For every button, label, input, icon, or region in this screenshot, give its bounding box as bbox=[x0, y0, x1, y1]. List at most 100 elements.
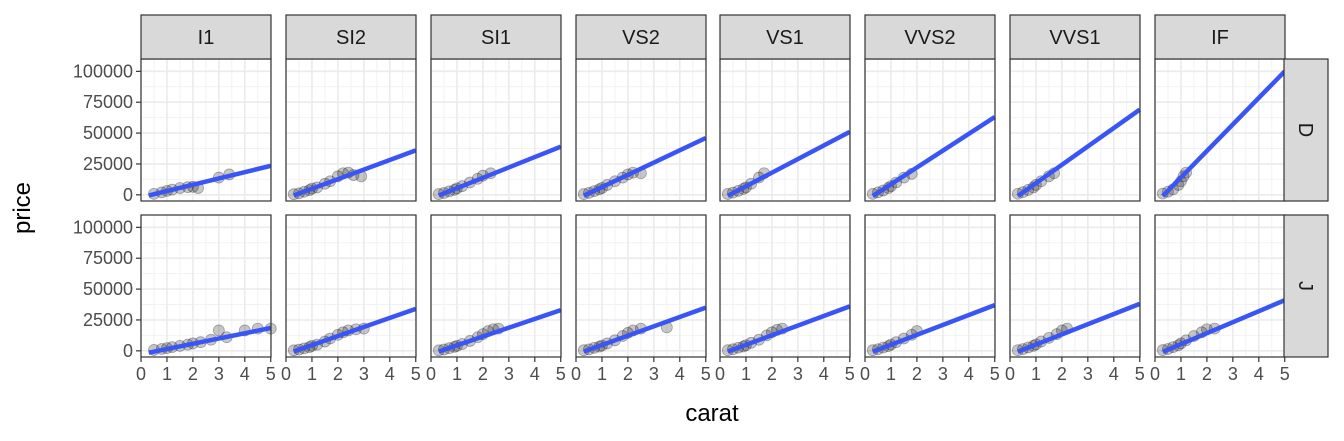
strip-top-if: IF bbox=[1154, 14, 1286, 60]
strip-background bbox=[1283, 214, 1329, 358]
x-tick-label: 5 bbox=[1280, 364, 1290, 384]
x-tick-label: 1 bbox=[741, 364, 751, 384]
x-tick-label: 0 bbox=[860, 364, 870, 384]
x-tick-label: 4 bbox=[385, 364, 395, 384]
panel-border bbox=[285, 214, 417, 358]
y-tick-label: 25000 bbox=[83, 154, 133, 174]
x-tick-label: 2 bbox=[333, 364, 343, 384]
x-tick-label: 5 bbox=[845, 364, 855, 384]
x-tick-label: 2 bbox=[1202, 364, 1212, 384]
strip-right-j: J bbox=[1283, 214, 1329, 358]
panel-border bbox=[140, 214, 272, 358]
strip-label: VS2 bbox=[622, 27, 660, 49]
panel-j-si1 bbox=[430, 214, 562, 358]
fit-line bbox=[727, 304, 851, 354]
y-tick-label: 100000 bbox=[73, 217, 133, 237]
x-tick-label: 4 bbox=[819, 364, 829, 384]
x-tick-label: 1 bbox=[307, 364, 317, 384]
x-tick-label: 1 bbox=[1176, 364, 1186, 384]
x-tick-label: 4 bbox=[530, 364, 540, 384]
y-tick-label: 0 bbox=[123, 341, 133, 361]
panel-d-vvs2 bbox=[864, 58, 996, 202]
fit-line bbox=[871, 303, 996, 354]
y-tick-label: 75000 bbox=[83, 248, 133, 268]
x-tick-label: 0 bbox=[136, 364, 146, 384]
x-tick-label: 4 bbox=[675, 364, 685, 384]
x-tick-label: 3 bbox=[1083, 364, 1093, 384]
strip-top-si2: SI2 bbox=[285, 14, 417, 60]
strip-top-i1: I1 bbox=[140, 14, 272, 60]
x-tick-label: 5 bbox=[266, 364, 276, 384]
x-tick-label: 0 bbox=[1005, 364, 1015, 384]
fit-line bbox=[1161, 298, 1286, 354]
y-tick-label: 50000 bbox=[83, 279, 133, 299]
fit-line bbox=[871, 115, 996, 198]
panel-d-if bbox=[1154, 58, 1287, 202]
y-tick-label: 50000 bbox=[83, 123, 133, 143]
fit-line bbox=[1161, 69, 1287, 198]
strip-label: VVS1 bbox=[1049, 27, 1100, 49]
x-tick-label: 5 bbox=[556, 364, 566, 384]
x-tick-label: 1 bbox=[452, 364, 462, 384]
strip-label: VS1 bbox=[766, 27, 804, 49]
strip-top-si1: SI1 bbox=[430, 14, 562, 60]
fit-line bbox=[582, 135, 707, 198]
strip-top-vs2: VS2 bbox=[575, 14, 707, 60]
x-tick-label: 5 bbox=[1135, 364, 1145, 384]
panel-border bbox=[719, 214, 851, 358]
x-tick-label: 2 bbox=[767, 364, 777, 384]
panel-j-si2 bbox=[285, 214, 417, 358]
x-tick-label: 2 bbox=[188, 364, 198, 384]
strip-background bbox=[575, 14, 707, 60]
strip-right-d: D bbox=[1283, 58, 1329, 202]
x-tick-label: 2 bbox=[1057, 364, 1067, 384]
panel-border bbox=[864, 214, 996, 358]
y-tick-label: 100000 bbox=[73, 61, 133, 81]
panel-j-i1 bbox=[140, 214, 277, 358]
x-tick-label: 5 bbox=[701, 364, 711, 384]
panel-grid bbox=[1154, 215, 1286, 357]
fit-line bbox=[1016, 107, 1142, 198]
strip-background bbox=[864, 14, 996, 60]
fit-line bbox=[726, 129, 851, 198]
panel-j-vs1 bbox=[719, 214, 851, 358]
x-tick-label: 5 bbox=[411, 364, 421, 384]
fit-line bbox=[437, 144, 562, 198]
x-tick-label: 3 bbox=[793, 364, 803, 384]
x-tick-label: 2 bbox=[623, 364, 633, 384]
strip-label: VVS2 bbox=[904, 27, 955, 49]
data-point bbox=[212, 324, 225, 337]
strip-background bbox=[1154, 14, 1286, 60]
strip-label: J bbox=[1294, 281, 1316, 291]
x-tick-label: 3 bbox=[504, 364, 514, 384]
panel-d-si1 bbox=[430, 58, 562, 202]
fit-line bbox=[1016, 301, 1141, 354]
x-tick-label: 2 bbox=[912, 364, 922, 384]
panel-border bbox=[1009, 214, 1141, 358]
x-tick-label: 3 bbox=[359, 364, 369, 384]
x-tick-label: 1 bbox=[597, 364, 607, 384]
y-tick-label: 25000 bbox=[83, 310, 133, 330]
strip-background bbox=[1009, 14, 1141, 60]
fit-line bbox=[148, 163, 272, 198]
fit-line bbox=[583, 305, 707, 354]
panel-border bbox=[575, 214, 707, 358]
x-tick-label: 3 bbox=[1228, 364, 1238, 384]
strip-background bbox=[719, 14, 851, 60]
panel-grid bbox=[430, 215, 562, 357]
x-tick-label: 5 bbox=[990, 364, 1000, 384]
x-axis-title: carat bbox=[685, 400, 739, 427]
panel-border bbox=[430, 214, 562, 358]
y-axis-title: price bbox=[9, 182, 36, 234]
fit-line bbox=[438, 307, 562, 354]
axes-layer: 0250005000075000100000025000500007500010… bbox=[73, 61, 1290, 384]
panel-j-vs2 bbox=[575, 214, 707, 358]
panel-d-vs1 bbox=[719, 58, 851, 202]
strip-label: SI2 bbox=[336, 27, 366, 49]
x-tick-label: 4 bbox=[964, 364, 974, 384]
strip-top-vvs2: VVS2 bbox=[864, 14, 996, 60]
y-tick-label: 0 bbox=[123, 185, 133, 205]
panel-d-i1 bbox=[140, 58, 272, 202]
x-tick-label: 1 bbox=[886, 364, 896, 384]
